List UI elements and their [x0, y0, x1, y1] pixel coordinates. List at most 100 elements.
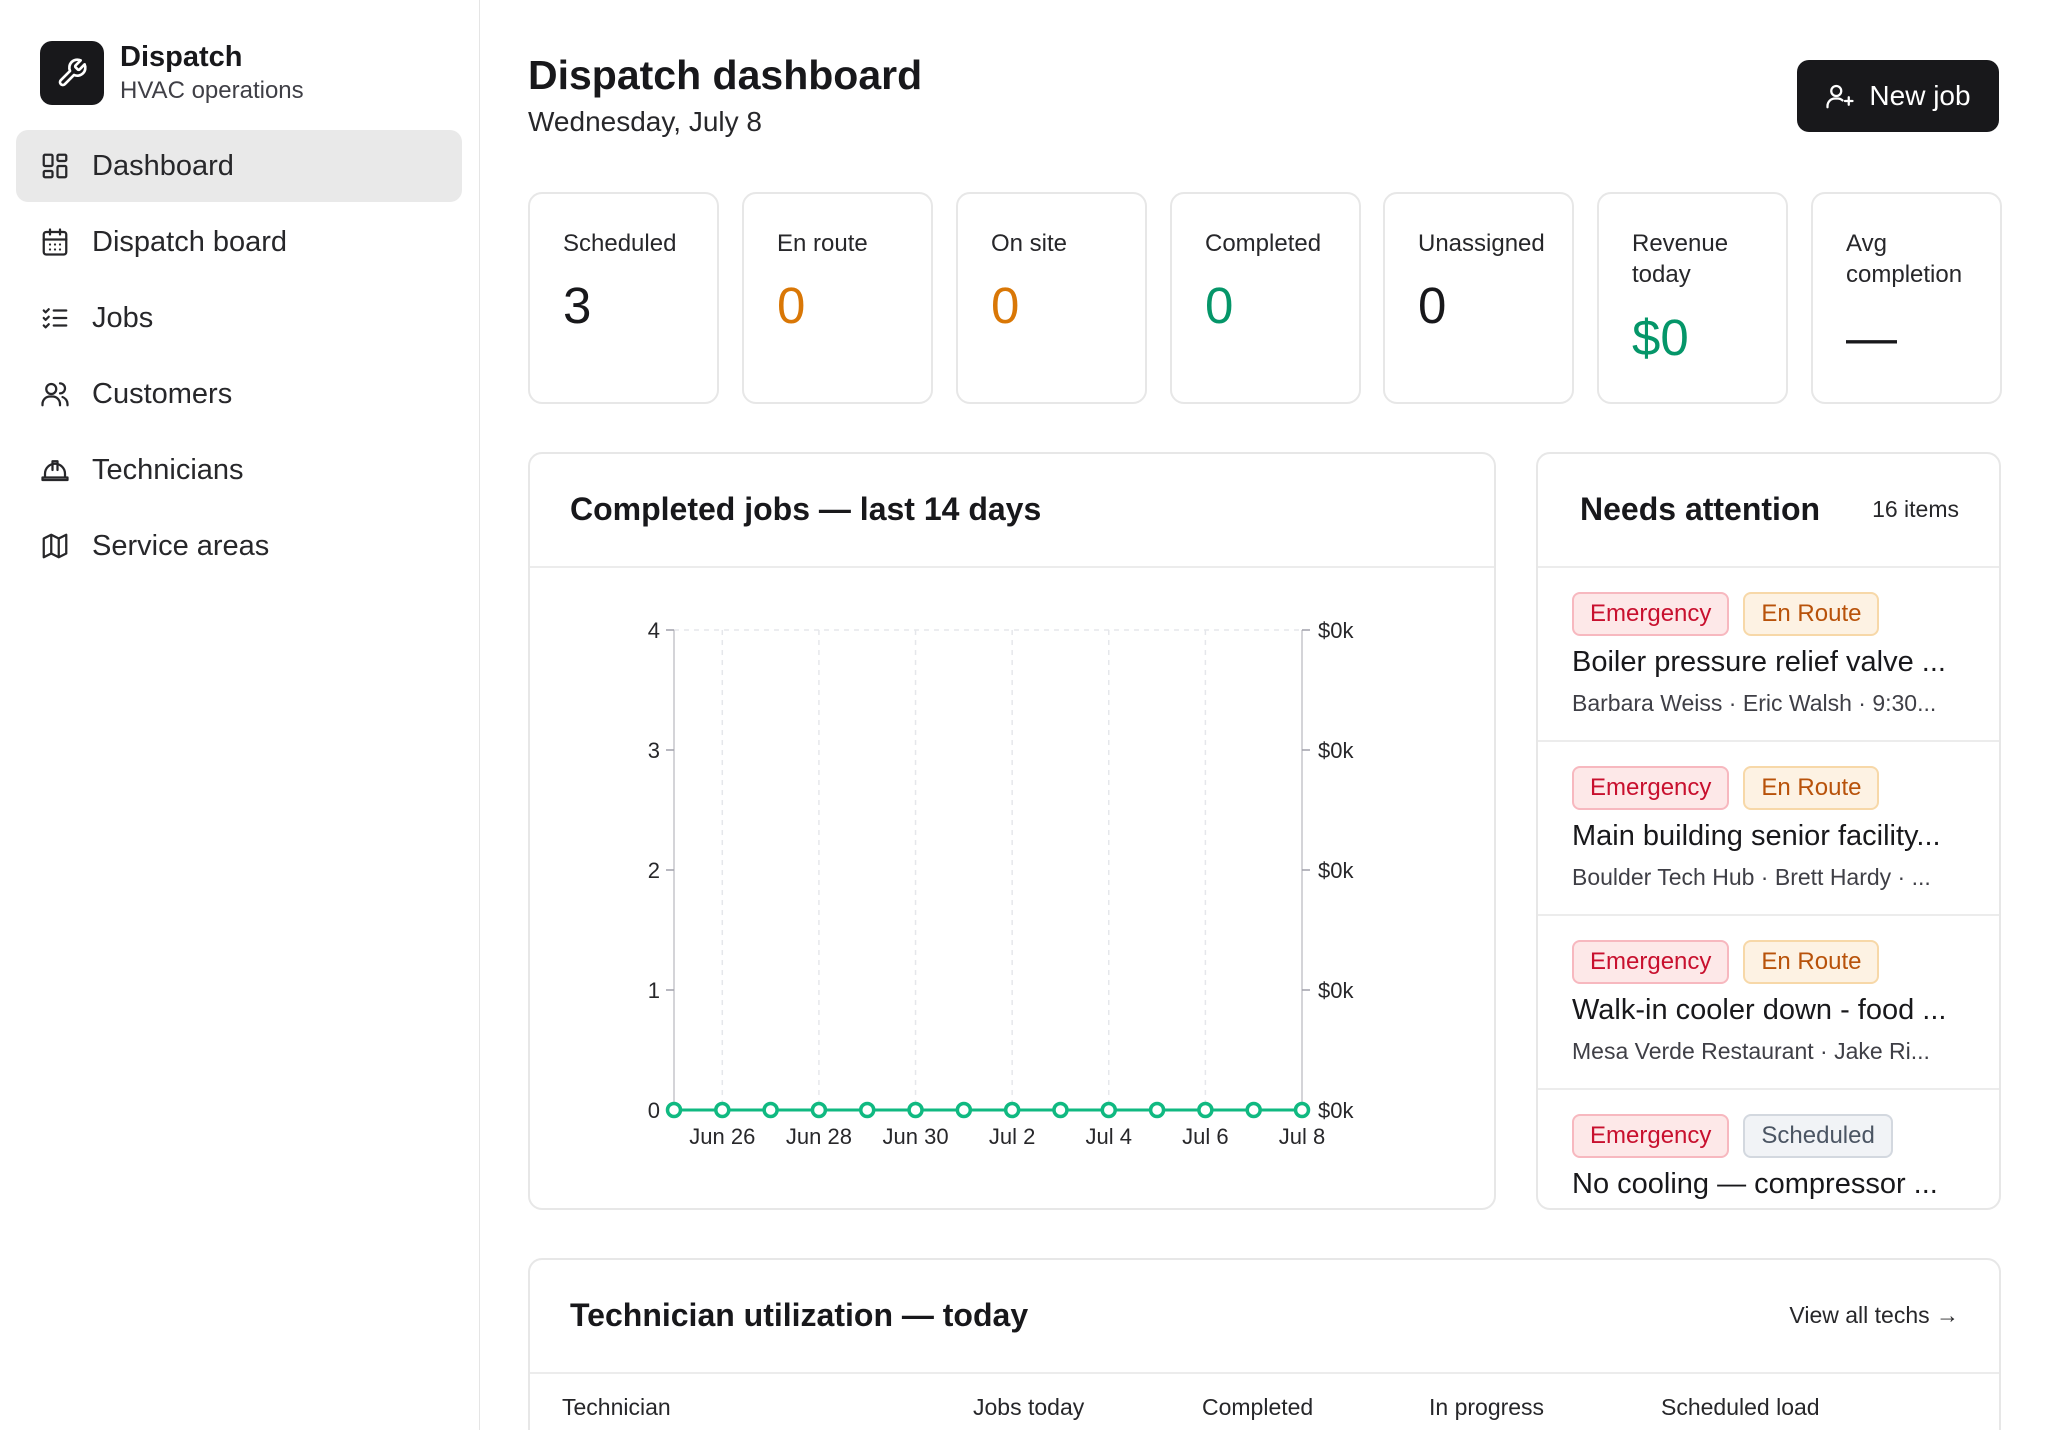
users-icon	[41, 382, 69, 407]
attention-item[interactable]: Emergency Scheduled No cooling — compres…	[1538, 1090, 1999, 1208]
attention-item-meta: Mesa Verde Restaurant · Jake Ri...	[1572, 1038, 1930, 1064]
sidebar-item-customers[interactable]: Customers	[16, 358, 462, 430]
sidebar-item-dashboard[interactable]: Dashboard	[16, 130, 462, 202]
data-point	[907, 1101, 924, 1119]
stat-value: 0	[777, 277, 806, 334]
sidebar-item-label: Dispatch board	[92, 225, 288, 258]
attention-item-title: Boiler pressure relief valve ...	[1572, 646, 1946, 678]
sidebar-item-dispatch-board[interactable]: Dispatch board	[16, 206, 462, 278]
stat-card-revenue-today: Revenue today $0	[1597, 192, 1788, 404]
y-tick-label: 0	[648, 1098, 660, 1123]
divider	[1538, 566, 1999, 568]
status-badge: En Route	[1743, 940, 1880, 984]
y2-tick-label: $0k	[1318, 1098, 1354, 1123]
data-point	[1148, 1101, 1166, 1119]
column-header-jobs-today[interactable]: Jobs today	[973, 1394, 1085, 1420]
column-header-completed[interactable]: Completed	[1202, 1394, 1314, 1420]
data-point	[1197, 1101, 1214, 1119]
x-tick-label: Jul 8	[1279, 1124, 1325, 1149]
data-point	[810, 1101, 828, 1119]
completed-jobs-chart: 0 $0k 1 $0k 2 $0k 3 $0k 4 $0k Jun 26 Jun 28 Jun 30 Ju…	[648, 618, 1355, 1149]
divider	[530, 1372, 1999, 1374]
attention-item[interactable]: Emergency En Route Main building senior …	[1538, 742, 1999, 916]
status-badge: En Route	[1743, 766, 1880, 810]
priority-badge: Emergency	[1572, 592, 1730, 636]
y-tick-label: 2	[648, 858, 660, 883]
stat-label: Revenue today	[1632, 230, 1729, 288]
priority-badge: Emergency	[1572, 766, 1730, 810]
stat-value: $0	[1632, 309, 1689, 366]
data-point	[1052, 1101, 1069, 1119]
data-point	[1293, 1101, 1311, 1119]
page-title: Dispatch dashboard	[528, 52, 923, 98]
wrench-icon	[40, 41, 104, 105]
needs-attention-count: 16 items	[1872, 496, 1959, 522]
stat-label: On site	[991, 230, 1068, 257]
map-icon	[42, 533, 68, 559]
stat-label: Unassigned	[1418, 230, 1545, 257]
sidebar-item-label: Dashboard	[92, 149, 234, 182]
brand-subtitle: HVAC operations	[120, 77, 304, 104]
stat-value: —	[1846, 309, 1897, 366]
y-tick-label: 3	[648, 738, 660, 763]
attention-item[interactable]: Emergency En Route Walk-in cooler down -…	[1538, 916, 1999, 1090]
stat-label: Avg completion	[1846, 230, 1963, 288]
sidebar-item-service-areas[interactable]: Service areas	[16, 510, 462, 582]
dashboard-icon	[42, 153, 68, 179]
completed-jobs-chart-card: Completed jobs — last 14 days 0 $0k 1 $0k 2 $…	[528, 452, 1496, 1210]
new-job-label: New job	[1869, 80, 1971, 111]
x-tick-label: Jun 26	[689, 1124, 755, 1149]
data-point	[762, 1101, 779, 1119]
x-tick-label: Jul 4	[1086, 1124, 1132, 1149]
sidebar: Dispatch HVAC operations Dashboard Dispa…	[0, 0, 480, 1430]
utilization-title: Technician utilization — today	[570, 1297, 1029, 1333]
technician-utilization-card: Technician utilization — today View all …	[528, 1258, 2001, 1430]
column-header-in-progress[interactable]: In progress	[1429, 1394, 1545, 1420]
new-job-button[interactable]: New job	[1797, 60, 1999, 132]
hardhat-icon	[41, 460, 69, 482]
stat-label: Completed	[1205, 230, 1322, 257]
attention-item[interactable]: Emergency En Route Boiler pressure relie…	[1538, 568, 1999, 742]
user-plus-icon	[1826, 84, 1855, 109]
sidebar-item-jobs[interactable]: Jobs	[16, 282, 462, 354]
calendar-icon	[42, 228, 68, 256]
attention-item-meta: Barbara Weiss · Eric Walsh · 9:30...	[1572, 690, 1937, 716]
sidebar-item-label: Customers	[92, 377, 233, 410]
x-tick-label: Jun 30	[883, 1124, 949, 1149]
stat-label: En route	[777, 230, 868, 257]
column-header-scheduled-load[interactable]: Scheduled load	[1661, 1394, 1820, 1420]
needs-attention-title: Needs attention	[1580, 491, 1821, 527]
priority-badge: Emergency	[1572, 940, 1730, 984]
brand[interactable]: Dispatch HVAC operations	[40, 40, 304, 106]
data-point	[665, 1101, 683, 1119]
needs-attention-card: Needs attention 16 items Emergency En Ro…	[1536, 452, 2001, 1210]
x-tick-label: Jul 2	[989, 1124, 1035, 1149]
attention-item-title: Main building senior facility...	[1572, 820, 1941, 852]
chart-card-title: Completed jobs — last 14 days	[570, 491, 1042, 527]
sidebar-item-label: Jobs	[92, 301, 154, 334]
attention-item-title: No cooling — compressor ...	[1572, 1168, 1938, 1200]
sidebar-item-technicians[interactable]: Technicians	[16, 434, 462, 506]
stat-card-completed: Completed 0	[1170, 192, 1361, 404]
x-tick-label: Jun 28	[786, 1124, 852, 1149]
column-header-technician[interactable]: Technician	[562, 1394, 671, 1420]
stat-value: 0	[1205, 277, 1234, 334]
page-date: Wednesday, July 8	[528, 106, 762, 137]
attention-item-meta: Boulder Tech Hub · Brett Hardy · ...	[1572, 864, 1931, 890]
priority-badge: Emergency	[1572, 1114, 1730, 1158]
stat-card-en-route: En route 0	[742, 192, 933, 404]
checklist-icon	[42, 308, 68, 329]
divider	[530, 566, 1494, 568]
y2-tick-label: $0k	[1318, 618, 1354, 643]
data-point	[1245, 1101, 1262, 1119]
view-all-techs-link[interactable]: View all techs →	[1789, 1302, 1959, 1328]
y-tick-label: 4	[648, 618, 660, 643]
data-point	[1100, 1101, 1118, 1119]
stat-card-on-site: On site 0	[956, 192, 1147, 404]
data-point	[1003, 1101, 1021, 1119]
attention-item-title: Walk-in cooler down - food ...	[1572, 994, 1947, 1026]
status-badge: Scheduled	[1743, 1114, 1893, 1158]
sidebar-nav: Dashboard Dispatch board Jobs Customers …	[16, 130, 462, 586]
stat-value: 0	[991, 277, 1020, 334]
stat-label: Scheduled	[563, 230, 677, 257]
